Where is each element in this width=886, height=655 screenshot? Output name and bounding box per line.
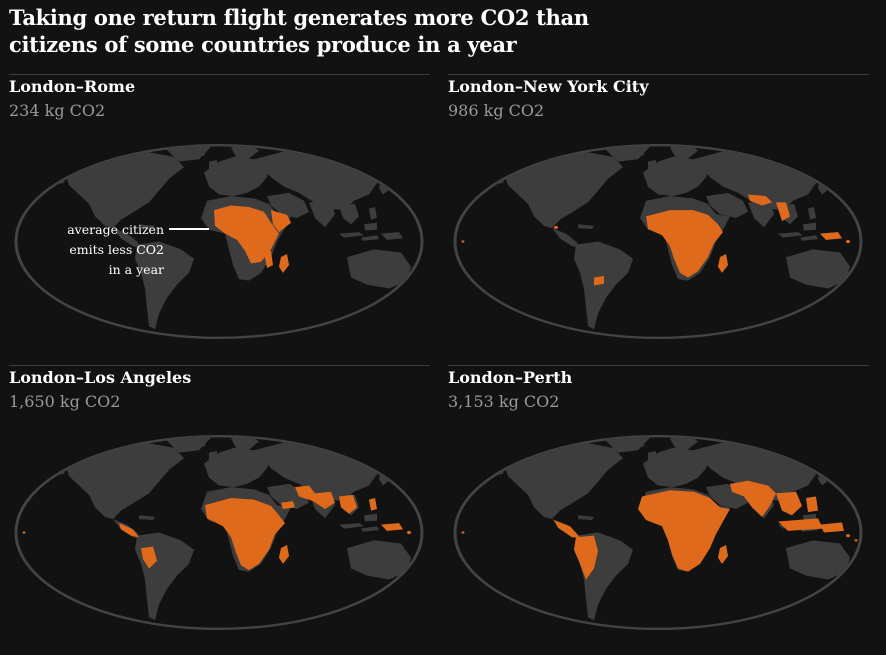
- annotation-line-3: in a year: [108, 262, 164, 277]
- island-highlight: [461, 531, 465, 534]
- indonesia-highlight: [778, 518, 823, 531]
- route-label: London–Los Angeles: [9, 368, 192, 387]
- annotation-leader-line: [169, 228, 209, 230]
- highlighted-countries: [22, 485, 411, 571]
- madagascar-highlight: [718, 254, 728, 273]
- emissions-value: 986 kg CO2: [448, 101, 545, 120]
- annotation-line-2: emits less CO2: [69, 242, 164, 257]
- panel-london-rome: London–Rome 234 kg CO2 average citizen e…: [9, 74, 430, 364]
- highlighted-countries: [214, 205, 291, 273]
- panel-divider: [448, 74, 869, 75]
- mozambique-highlight: [264, 250, 273, 269]
- southeast-asia-highlight: [776, 491, 802, 516]
- panel-london-new-york: London–New York City 986 kg CO2: [448, 74, 869, 364]
- annotation-line-1: average citizen: [67, 222, 164, 237]
- panel-divider: [9, 74, 430, 75]
- philippines-highlight: [806, 496, 818, 513]
- southeast-asia-highlight: [339, 494, 357, 514]
- chart-title: Taking one return flight generates more …: [9, 4, 609, 58]
- world-map: [14, 143, 424, 340]
- world-map: [453, 143, 863, 340]
- africa-highlight: [638, 490, 730, 572]
- highlighted-countries: [461, 480, 858, 580]
- emissions-value: 1,650 kg CO2: [9, 392, 121, 411]
- world-map: [453, 434, 863, 631]
- central-america-highlight: [119, 523, 139, 538]
- island-highlight: [854, 539, 858, 542]
- island-highlight: [554, 225, 558, 229]
- island-highlight: [461, 240, 465, 243]
- papua-new-guinea-highlight: [820, 522, 844, 533]
- papua-new-guinea-highlight: [381, 523, 403, 531]
- panel-london-los-angeles: London–Los Angeles 1,650 kg CO2: [9, 365, 430, 655]
- sub-saharan-africa-highlight: [205, 498, 285, 571]
- island-highlight: [407, 530, 411, 535]
- south-asia-highlight: [730, 480, 776, 517]
- panel-london-perth: London–Perth 3,153 kg CO2: [448, 365, 869, 655]
- madagascar-highlight: [718, 545, 728, 564]
- island-highlight: [846, 534, 850, 538]
- highlighted-countries: [461, 194, 850, 286]
- chart-title-line-1: Taking one return flight generates more …: [9, 5, 589, 30]
- yemen-highlight: [281, 501, 295, 509]
- horn-of-africa-highlight: [271, 210, 291, 233]
- highlight-annotation: average citizen emits less CO2 in a year: [54, 220, 164, 280]
- sub-saharan-africa-highlight: [646, 210, 723, 278]
- route-label: London–New York City: [448, 77, 649, 96]
- chart-title-line-2: citizens of some countries produce in a …: [9, 32, 517, 57]
- south-asia-highlight: [748, 194, 772, 206]
- panel-divider: [448, 365, 869, 366]
- emissions-value: 3,153 kg CO2: [448, 392, 560, 411]
- island-highlight: [846, 239, 850, 244]
- panel-divider: [9, 365, 430, 366]
- central-america-highlight: [554, 519, 580, 538]
- andes-highlight: [141, 546, 157, 569]
- world-map: [14, 434, 424, 631]
- papua-new-guinea-highlight: [820, 232, 842, 240]
- paraguay-highlight: [594, 275, 604, 286]
- myanmar-highlight: [776, 202, 790, 222]
- sahel-highlight: [214, 205, 279, 264]
- andes-highlight: [574, 535, 598, 580]
- island-highlight: [22, 531, 26, 534]
- south-asia-highlight: [295, 485, 335, 509]
- emissions-value: 234 kg CO2: [9, 101, 106, 120]
- route-label: London–Rome: [9, 77, 136, 96]
- madagascar-highlight: [279, 254, 289, 273]
- madagascar-highlight: [279, 545, 289, 564]
- philippines-highlight: [369, 498, 377, 511]
- route-label: London–Perth: [448, 368, 573, 387]
